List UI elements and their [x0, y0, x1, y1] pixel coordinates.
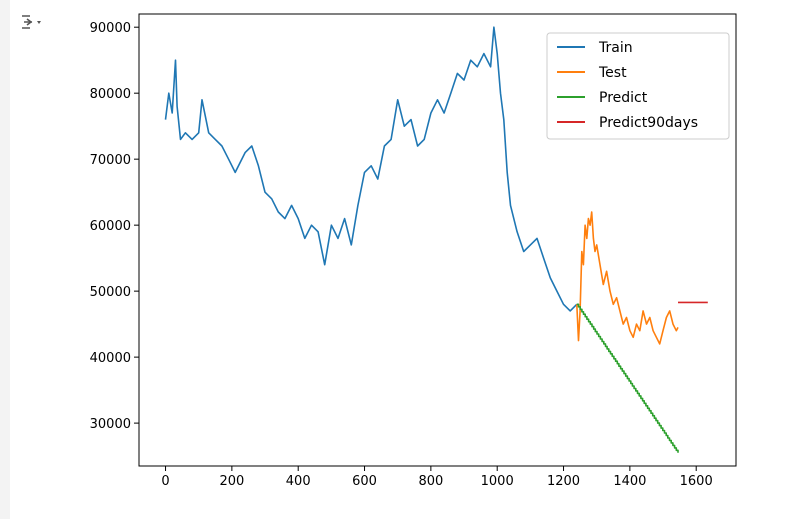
legend-label: Train [598, 40, 633, 56]
y-axis: 30000 40000 50000 60000 70000 80000 90000 [90, 21, 139, 432]
x-tick-label: 400 [286, 474, 311, 489]
x-tick-label: 1200 [547, 474, 580, 489]
cell-gutter [0, 0, 10, 519]
x-tick-label: 200 [219, 474, 244, 489]
legend-label: Predict [599, 90, 648, 106]
legend-label: Predict90days [599, 115, 698, 131]
y-tick-label: 70000 [90, 153, 131, 168]
y-tick-label: 30000 [90, 417, 131, 432]
x-tick-label: 1600 [680, 474, 713, 489]
series-line-train [164, 26, 578, 312]
legend-box [546, 32, 730, 140]
x-tick-label: 1000 [481, 474, 514, 489]
y-tick-label: 40000 [90, 351, 131, 366]
x-tick-label: 0 [161, 474, 169, 489]
y-tick-label: 60000 [90, 219, 131, 234]
series-group [164, 26, 708, 453]
x-axis: 0 200 400 600 800 1000 1200 1400 1600 [161, 466, 713, 489]
series-line-test [576, 211, 679, 345]
series-line-predict [576, 303, 679, 453]
legend: Train Test Predict Predict90days [546, 32, 730, 140]
y-tick-label: 80000 [90, 87, 131, 102]
x-tick-label: 1400 [613, 474, 646, 489]
y-tick-label: 50000 [90, 285, 131, 300]
x-tick-label: 600 [352, 474, 377, 489]
x-tick-label: 800 [418, 474, 443, 489]
legend-label: Test [598, 65, 627, 81]
output-toggle-icon[interactable] [18, 10, 50, 36]
y-tick-label: 90000 [90, 21, 131, 36]
